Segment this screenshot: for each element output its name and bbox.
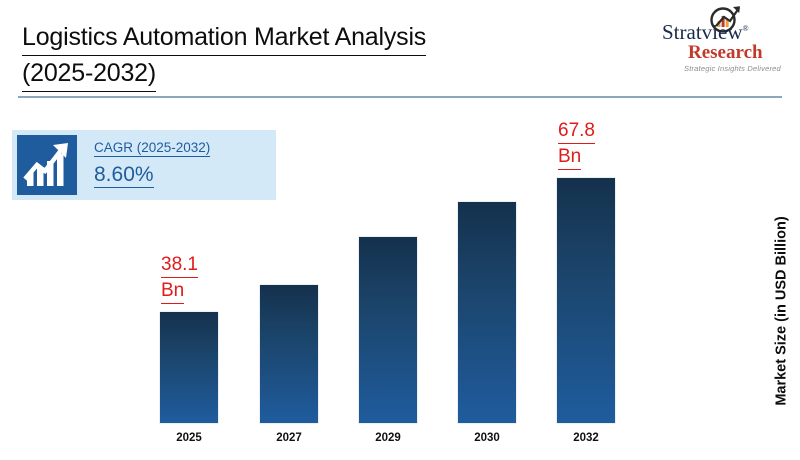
brand-logo[interactable]: Stratview® Research Strategic Insights D…	[662, 4, 786, 74]
page-title-line-1: Logistics Automation Market Analysis	[22, 20, 426, 56]
bar-value-2025-number: 38.1	[161, 252, 198, 278]
logo-tagline: Strategic Insights Delivered	[684, 64, 781, 73]
logo-wordmark: Stratview®	[662, 20, 786, 45]
bar-2032[interactable]	[557, 178, 615, 423]
bar-2029[interactable]	[359, 237, 417, 423]
bar-value-2032-number: 67.8	[558, 118, 595, 144]
bar-2027[interactable]	[260, 285, 318, 423]
page-title: Logistics Automation Market Analysis (20…	[22, 20, 582, 92]
header-divider	[18, 96, 782, 98]
cagr-text-group: CAGR (2025-2032) 8.60%	[94, 139, 270, 188]
bar-value-2032-unit: Bn	[558, 144, 582, 170]
logo-wordmark-text: Stratview	[662, 20, 743, 44]
logo-subname: Research	[688, 42, 763, 63]
x-axis-label-2025: 2025	[176, 432, 202, 444]
x-axis-label-2027: 2027	[276, 432, 302, 444]
y-axis-title: Market Size (in USD Billion)	[770, 186, 794, 436]
y-axis-title-text: Market Size (in USD Billion)	[774, 216, 790, 406]
cagr-label: CAGR (2025-2032)	[94, 140, 211, 157]
bar-2030[interactable]	[458, 202, 516, 423]
x-axis-label-2029: 2029	[375, 432, 401, 444]
registered-trademark-icon: ®	[742, 24, 749, 33]
bar-value-label-2025: 38.1 Bn	[161, 252, 241, 304]
x-axis-label-2032: 2032	[573, 432, 599, 444]
bar-2025[interactable]	[160, 312, 218, 423]
page-title-line-2: (2025-2032)	[22, 56, 156, 92]
x-axis-label-2030: 2030	[474, 432, 500, 444]
cagr-value: 8.60%	[94, 163, 154, 188]
bar-value-2025-unit: Bn	[161, 278, 185, 304]
stratview-circle-chart-arrow-icon	[710, 6, 740, 33]
growth-chart-icon	[17, 135, 77, 195]
cagr-callout: CAGR (2025-2032) 8.60%	[12, 130, 276, 200]
bar-value-label-2032: 67.8 Bn	[558, 118, 638, 170]
